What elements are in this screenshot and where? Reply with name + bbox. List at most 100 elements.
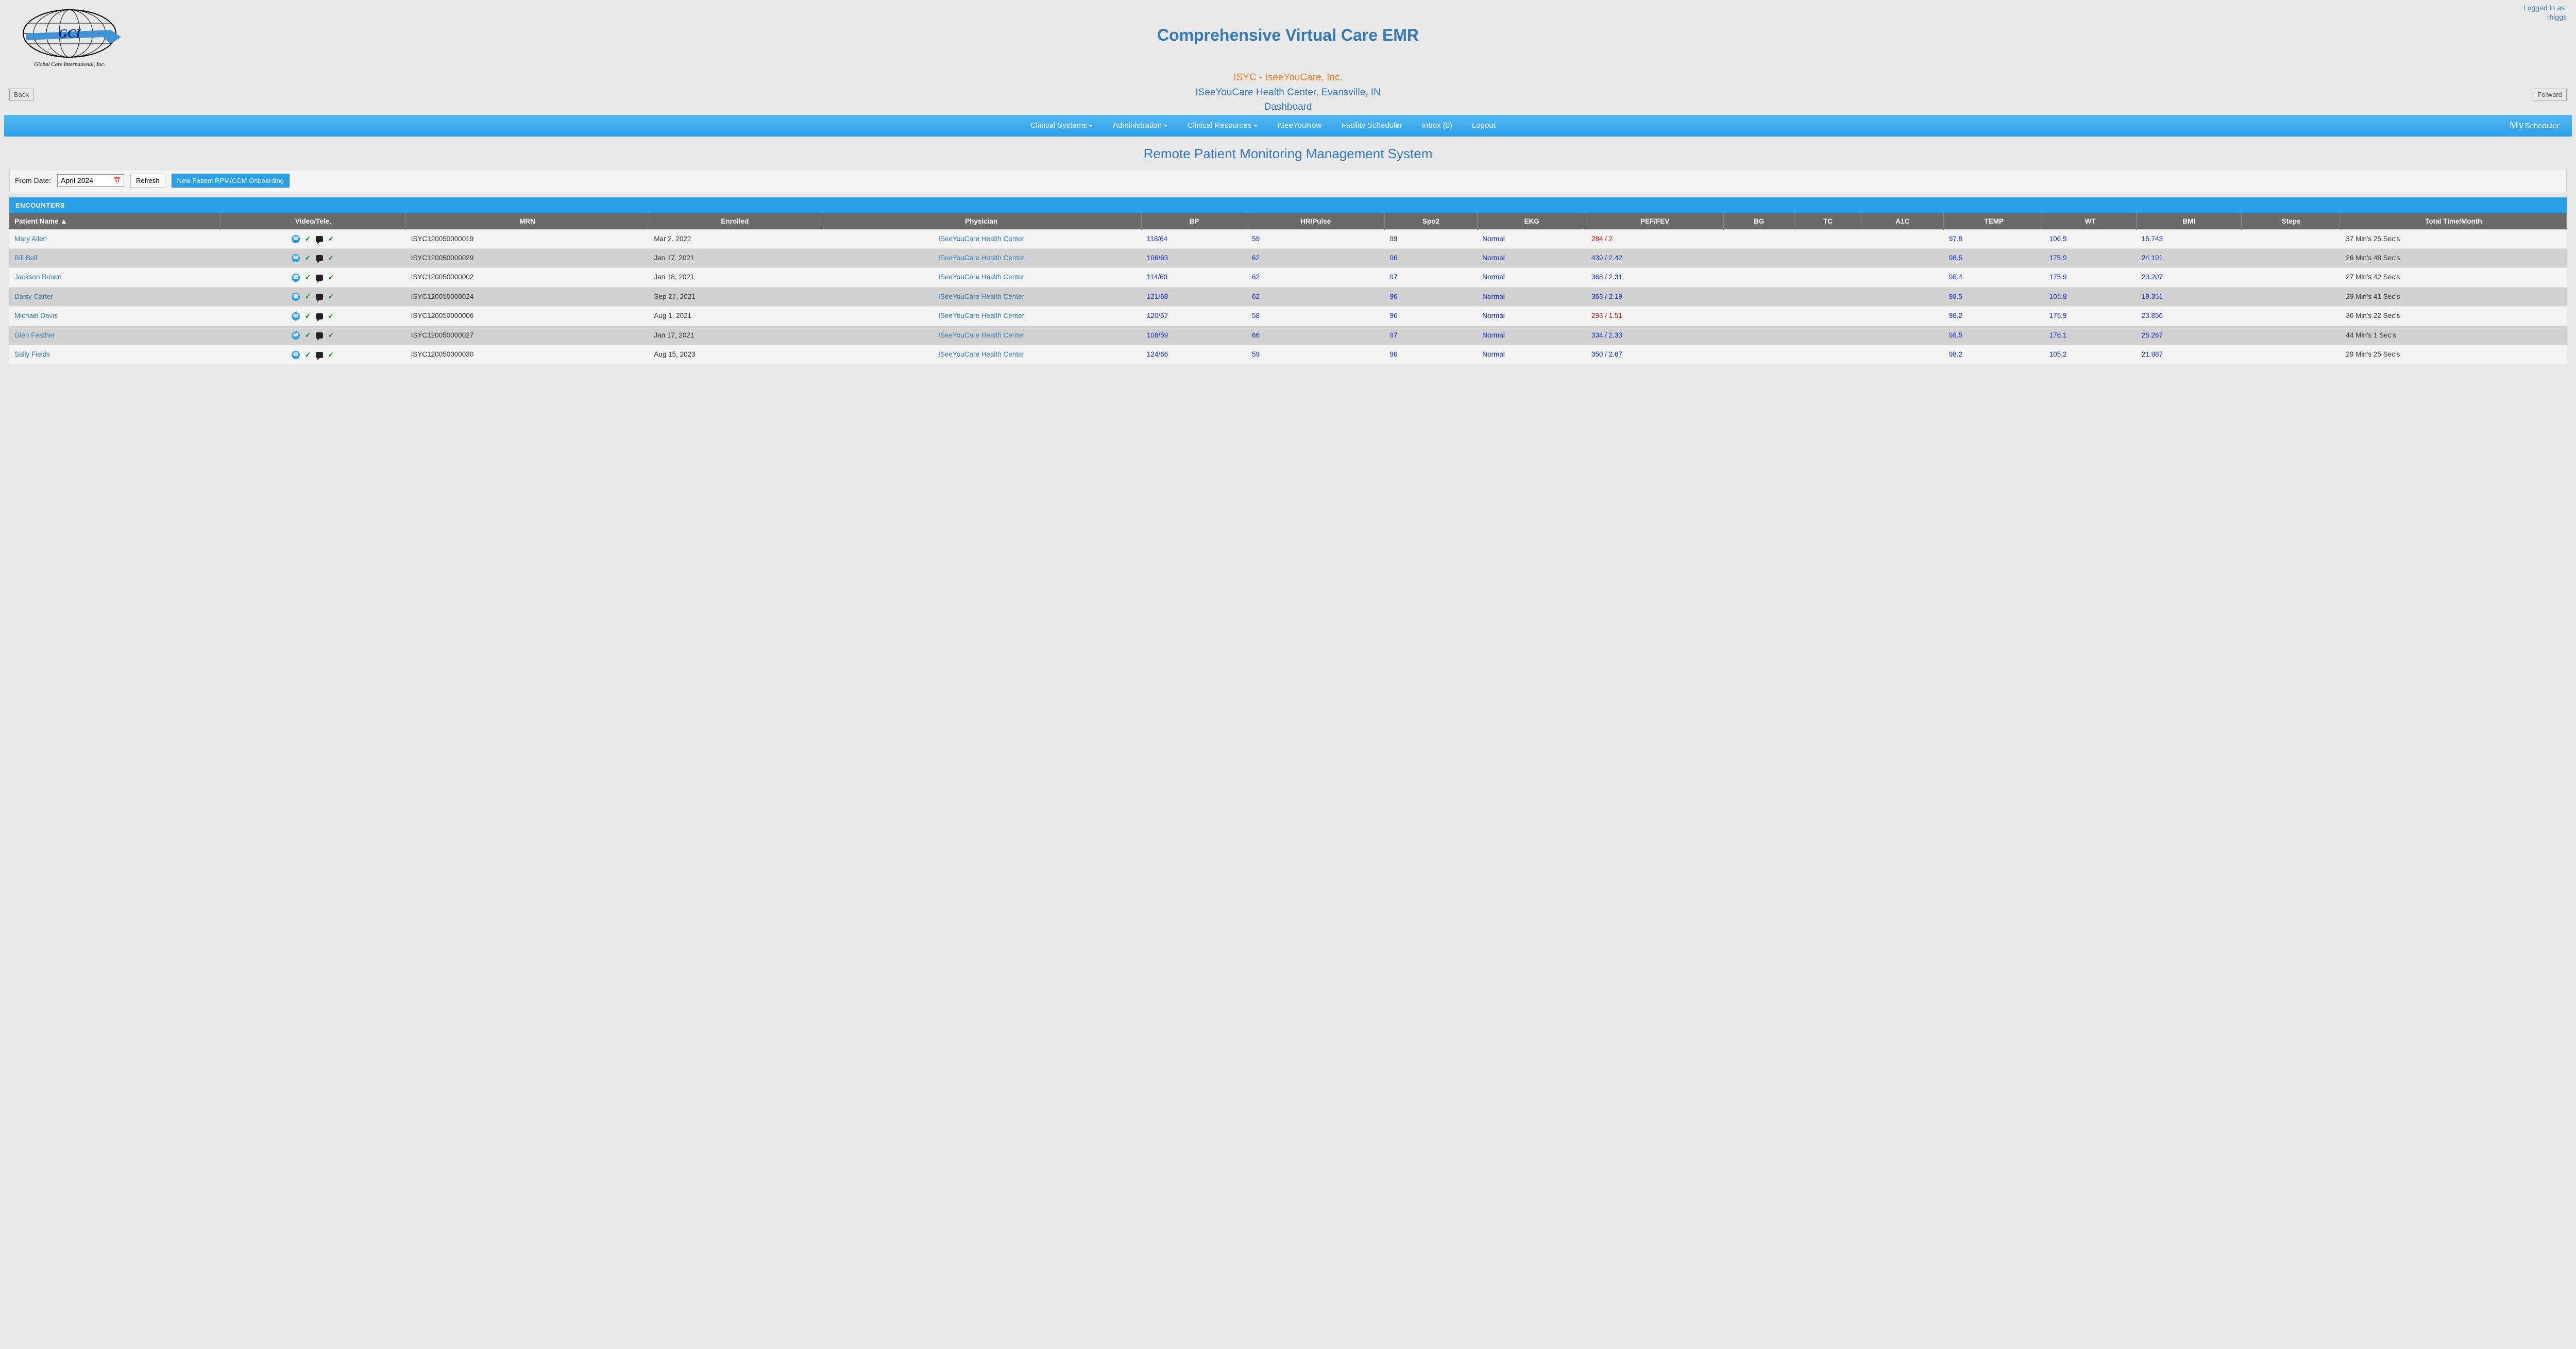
patient-name-link[interactable]: Glen Feather <box>14 331 55 339</box>
chat-icon[interactable] <box>316 236 323 242</box>
patient-name-link[interactable]: Sally Fields <box>14 350 50 358</box>
ekg-value[interactable]: Normal <box>1482 293 1505 300</box>
bmi-value[interactable]: 25.267 <box>2142 331 2163 339</box>
forward-button[interactable]: Forward <box>2533 89 2567 100</box>
col-steps[interactable]: Steps <box>2242 213 2341 230</box>
temp-value[interactable]: 98.5 <box>1949 254 1962 262</box>
nav-facility-scheduler[interactable]: Facility Scheduler <box>1341 121 1402 130</box>
pef-value[interactable]: 368 / 2.31 <box>1591 273 1622 281</box>
wt-value[interactable]: 105.2 <box>2049 350 2067 358</box>
col-ekg[interactable]: EKG <box>1477 213 1586 230</box>
spo2-value[interactable]: 96 <box>1389 293 1397 300</box>
bp-value[interactable]: 118/64 <box>1147 235 1167 243</box>
wt-value[interactable]: 106.9 <box>2049 235 2067 243</box>
phone-icon[interactable]: ☎ <box>292 312 300 321</box>
temp-value[interactable]: 98.2 <box>1949 312 1962 319</box>
pef-value[interactable]: 284 / 2 <box>1591 235 1613 243</box>
from-date-input[interactable] <box>57 174 124 187</box>
nav-iseeyounow[interactable]: ISeeYouNow <box>1277 121 1321 130</box>
physician-link[interactable]: ISeeYouCare Health Center <box>938 254 1024 262</box>
col-bg[interactable]: BG <box>1724 213 1794 230</box>
back-button[interactable]: Back <box>9 89 33 100</box>
patient-name-link[interactable]: Bill Ball <box>14 254 37 262</box>
hr-value[interactable]: 59 <box>1252 235 1260 243</box>
col-spo2[interactable]: Spo2 <box>1384 213 1477 230</box>
phone-icon[interactable]: ☎ <box>292 254 300 262</box>
spo2-value[interactable]: 99 <box>1389 235 1397 243</box>
hr-value[interactable]: 59 <box>1252 350 1260 358</box>
spo2-value[interactable]: 97 <box>1389 273 1397 281</box>
bmi-value[interactable]: 23.207 <box>2142 273 2163 281</box>
bmi-value[interactable]: 21.987 <box>2142 350 2163 358</box>
nav-inbox[interactable]: Inbox (0) <box>1422 121 1452 130</box>
chat-icon[interactable] <box>316 255 323 261</box>
col-hr[interactable]: HR/Pulse <box>1247 213 1384 230</box>
login-user-link[interactable]: rhiggs <box>2547 13 2567 21</box>
chat-icon[interactable] <box>316 294 323 300</box>
col-a1c[interactable]: A1C <box>1861 213 1944 230</box>
bp-value[interactable]: 120/67 <box>1147 312 1168 319</box>
col-tc[interactable]: TC <box>1794 213 1861 230</box>
patient-name-link[interactable]: Jackson Brown <box>14 273 62 281</box>
patient-name-link[interactable]: Michael Davis <box>14 312 58 319</box>
physician-link[interactable]: ISeeYouCare Health Center <box>938 331 1024 339</box>
nav-logout[interactable]: Logout <box>1472 121 1496 130</box>
wt-value[interactable]: 105.8 <box>2049 293 2067 300</box>
ekg-value[interactable]: Normal <box>1482 331 1505 339</box>
phone-icon[interactable]: ☎ <box>292 235 300 243</box>
nav-clinical-systems[interactable]: Clinical Systems <box>1030 121 1093 130</box>
temp-value[interactable]: 97.8 <box>1949 235 1962 243</box>
spo2-value[interactable]: 96 <box>1389 350 1397 358</box>
temp-value[interactable]: 98.5 <box>1949 293 1962 300</box>
pef-value[interactable]: 334 / 2.33 <box>1591 331 1622 339</box>
spo2-value[interactable]: 96 <box>1389 254 1397 262</box>
wt-value[interactable]: 175.9 <box>2049 273 2067 281</box>
col-bp[interactable]: BP <box>1142 213 1247 230</box>
bmi-value[interactable]: 23.856 <box>2142 312 2163 319</box>
physician-link[interactable]: ISeeYouCare Health Center <box>938 350 1024 358</box>
patient-name-link[interactable]: Mary Allen <box>14 235 47 243</box>
ekg-value[interactable]: Normal <box>1482 350 1505 358</box>
bp-value[interactable]: 124/66 <box>1147 350 1168 358</box>
hr-value[interactable]: 62 <box>1252 273 1260 281</box>
col-physician[interactable]: Physician <box>821 213 1141 230</box>
ekg-value[interactable]: Normal <box>1482 254 1505 262</box>
spo2-value[interactable]: 96 <box>1389 312 1397 319</box>
pef-value[interactable]: 293 / 1.51 <box>1591 312 1622 319</box>
hr-value[interactable]: 58 <box>1252 312 1260 319</box>
phone-icon[interactable]: ☎ <box>292 331 300 340</box>
col-video[interactable]: Video/Tele. <box>221 213 405 230</box>
hr-value[interactable]: 62 <box>1252 254 1260 262</box>
col-bmi[interactable]: BMI <box>2137 213 2242 230</box>
wt-value[interactable]: 175.9 <box>2049 254 2067 262</box>
physician-link[interactable]: ISeeYouCare Health Center <box>938 273 1024 281</box>
hr-value[interactable]: 62 <box>1252 293 1260 300</box>
refresh-button[interactable]: Refresh <box>130 174 165 188</box>
bmi-value[interactable]: 19.351 <box>2142 293 2163 300</box>
chat-icon[interactable] <box>316 332 323 339</box>
chat-icon[interactable] <box>316 275 323 281</box>
chat-icon[interactable] <box>316 352 323 358</box>
bp-value[interactable]: 108/59 <box>1147 331 1168 339</box>
ekg-value[interactable]: Normal <box>1482 312 1505 319</box>
col-enrolled[interactable]: Enrolled <box>649 213 821 230</box>
hr-value[interactable]: 66 <box>1252 331 1260 339</box>
temp-value[interactable]: 98.4 <box>1949 273 1962 281</box>
temp-value[interactable]: 98.5 <box>1949 331 1962 339</box>
physician-link[interactable]: ISeeYouCare Health Center <box>938 293 1024 300</box>
ekg-value[interactable]: Normal <box>1482 235 1505 243</box>
phone-icon[interactable]: ☎ <box>292 293 300 301</box>
col-temp[interactable]: TEMP <box>1944 213 2044 230</box>
phone-icon[interactable]: ☎ <box>292 274 300 282</box>
pef-value[interactable]: 439 / 2.42 <box>1591 254 1622 262</box>
wt-value[interactable]: 175.9 <box>2049 312 2067 319</box>
col-total[interactable]: Total Time/Month <box>2341 213 2566 230</box>
chat-icon[interactable] <box>316 313 323 319</box>
wt-value[interactable]: 176.1 <box>2049 331 2067 339</box>
ekg-value[interactable]: Normal <box>1482 273 1505 281</box>
new-patient-onboarding-button[interactable]: New Patient RPM/CCM Onboarding <box>172 174 290 188</box>
bp-value[interactable]: 114/69 <box>1147 273 1167 281</box>
pef-value[interactable]: 350 / 2.67 <box>1591 350 1622 358</box>
nav-clinical-resources[interactable]: Clinical Resources <box>1188 121 1258 130</box>
spo2-value[interactable]: 97 <box>1389 331 1397 339</box>
